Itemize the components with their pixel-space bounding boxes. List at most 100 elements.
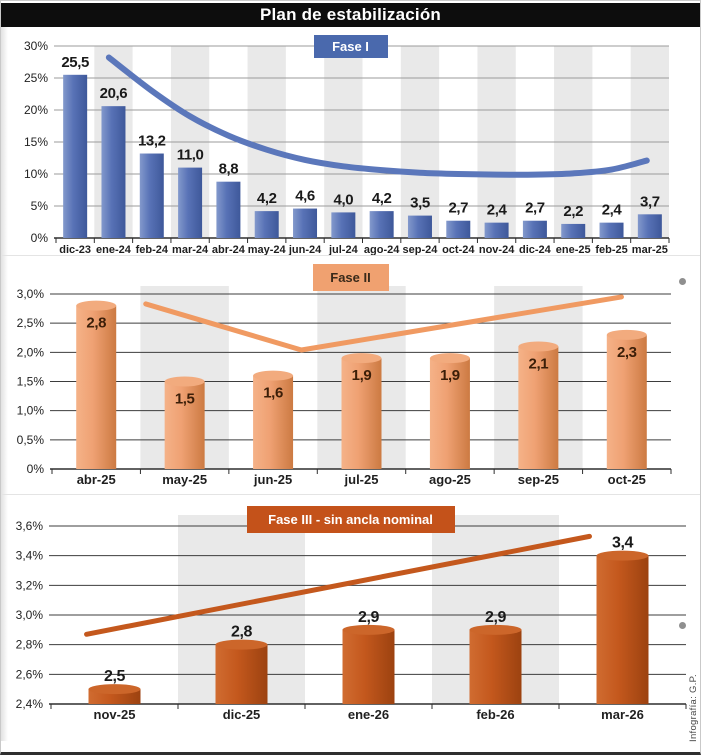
value-label: 2,4 (602, 202, 623, 219)
y-axis-tick-label: 1,5% (17, 375, 45, 389)
value-label: 3,4 (612, 535, 634, 552)
x-axis-label: oct-25 (608, 472, 646, 487)
y-axis-tick-label: 1,0% (17, 404, 45, 418)
credit-text: Infografía: G.P. (688, 674, 699, 742)
x-axis-label: oct-24 (442, 244, 475, 255)
margin-dot (679, 278, 686, 285)
bar-top-cap (253, 370, 294, 381)
x-axis-label: abr-24 (212, 244, 246, 255)
y-axis-tick-label: 10% (24, 167, 48, 181)
value-label: 25,5 (61, 54, 89, 71)
chart-fase-1: Fase I 30% 25% 20% 15% 10% 5% 0% 25,5 20,6 13,2 11… (1, 27, 700, 255)
bar-oct-25 (606, 334, 647, 469)
bar-top-cap (606, 329, 647, 340)
y-axis-tick-label: 3,2% (16, 578, 44, 592)
x-axis-label: nov-25 (94, 707, 136, 722)
trend-line (105, 54, 650, 178)
value-label: 4,2 (257, 190, 277, 207)
y-axis-tick-label: 5% (31, 199, 49, 213)
bar-dic-23 (63, 74, 88, 238)
y-axis-tick-label: 2,0% (17, 345, 45, 359)
plot-area: 3,6% 3,4% 3,2% 3,0% 2,8% 2,6% 2,4% 2,5 2,8 2,9 2,9… (16, 515, 687, 722)
x-axis-label: jul-24 (328, 244, 359, 255)
x-axis-label: jun-24 (288, 244, 322, 255)
bar-ago-25 (429, 358, 470, 469)
value-label: 2,7 (525, 200, 545, 217)
value-label: 8,8 (219, 161, 239, 178)
bar-jun-25 (253, 375, 294, 469)
y-axis-tick-label: 15% (24, 135, 48, 149)
bar-nov-24 (484, 222, 509, 238)
value-label: 2,3 (617, 344, 637, 361)
x-axis-label: feb-26 (476, 707, 514, 722)
phase-badge-fase-1: Fase I (313, 35, 388, 58)
y-axis-tick-label: 2,4% (16, 697, 44, 711)
bar-top-cap (469, 624, 522, 635)
x-axis-label: ene-26 (348, 707, 389, 722)
phase-badge-fase-2: Fase II (312, 264, 389, 291)
x-axis-label: jul-25 (344, 472, 379, 487)
trend-line (84, 533, 592, 637)
bar-top-cap (518, 341, 559, 352)
y-axis-tick-label: 0% (27, 462, 45, 476)
y-axis-tick-label: 3,4% (16, 549, 44, 563)
value-label: 2,2 (563, 203, 583, 220)
bar-top-cap (341, 353, 382, 364)
x-axis-label: dic-24 (519, 244, 552, 255)
y-axis-tick-label: 25% (24, 71, 48, 85)
bar-top-cap (342, 624, 395, 635)
value-label: 1,5 (175, 391, 195, 408)
value-label: 13,2 (138, 133, 166, 150)
bar-dic-25 (215, 644, 268, 704)
y-axis-tick-label: 2,8% (16, 638, 44, 652)
value-label: 4,2 (372, 190, 392, 207)
x-axis-label: jun-25 (253, 472, 292, 487)
value-label: 1,6 (263, 385, 283, 402)
x-axis-label: may-24 (248, 244, 287, 255)
x-axis-label: feb-24 (136, 244, 169, 255)
y-axis-tick-label: 0,5% (17, 433, 45, 447)
value-label: 3,5 (410, 195, 430, 212)
value-label: 1,9 (440, 367, 460, 384)
page-title: Plan de estabilización (259, 5, 442, 24)
title-bar: Plan de estabilización (1, 3, 700, 27)
y-axis-tick-label: 3,0% (17, 287, 45, 301)
value-label: 20,6 (100, 85, 128, 102)
bar-sep-25 (518, 346, 559, 469)
value-label: 4,0 (334, 191, 354, 208)
x-axis-label: sep-24 (403, 244, 439, 255)
value-label: 3,7 (640, 193, 660, 210)
value-label: 2,8 (231, 624, 253, 641)
bar-feb-26 (469, 629, 522, 704)
bar-top-cap (596, 550, 649, 561)
bar-oct-24 (446, 220, 471, 238)
x-axis-label: dic-25 (223, 707, 261, 722)
phase-badge-label: Fase II (330, 270, 371, 285)
phase-badge-fase-3: Fase III - sin ancla nominal (246, 506, 455, 533)
x-axis-label: may-25 (162, 472, 207, 487)
y-axis-tick-label: 3,0% (16, 608, 44, 622)
phase-badge-label: Fase I (332, 39, 369, 54)
value-label: 2,7 (448, 200, 468, 217)
bar-jul-24 (331, 212, 356, 238)
bar-top-cap (215, 639, 268, 650)
value-label: 2,4 (487, 202, 508, 219)
value-label: 2,8 (86, 315, 106, 332)
x-axis-label: ene-24 (96, 244, 132, 255)
bar-mar-24 (178, 167, 203, 238)
bar-top-cap (76, 300, 117, 311)
bar-top-cap (164, 376, 205, 387)
x-axis-label: ago-24 (364, 244, 400, 255)
bar-feb-24 (139, 153, 164, 238)
y-axis-tick-label: 2,6% (16, 667, 44, 681)
value-label: 4,6 (295, 188, 315, 205)
x-axis-label: dic-23 (59, 244, 91, 255)
x-axis-label: nov-24 (479, 244, 515, 255)
chart-fase-3: Fase III - sin ancla nominal 3,6% 3,4% 3,2… (1, 494, 700, 741)
value-label: 11,0 (177, 147, 204, 164)
x-axis-label: abr-25 (77, 472, 116, 487)
x-axis-label: mar-25 (632, 244, 668, 255)
bar-top-cap (429, 353, 470, 364)
y-axis-tick-label: 3,6% (16, 519, 44, 533)
